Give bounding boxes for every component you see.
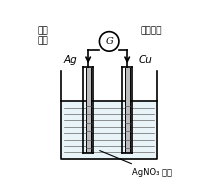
Text: Cu: Cu: [138, 55, 152, 66]
Bar: [86, 68, 91, 152]
Text: AgNO₃ 溶液: AgNO₃ 溶液: [100, 151, 172, 176]
Text: G: G: [105, 37, 113, 46]
Bar: [61, 101, 157, 159]
Text: 电子
流向: 电子 流向: [38, 26, 49, 46]
Text: 电流流向: 电流流向: [140, 26, 162, 35]
Text: Ag: Ag: [63, 55, 77, 66]
Bar: [125, 68, 130, 152]
